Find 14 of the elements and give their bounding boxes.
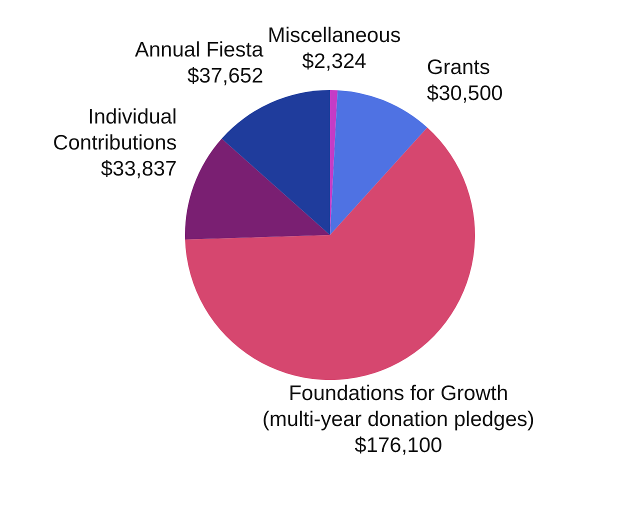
- data-label: $37,652: [187, 64, 264, 88]
- data-label: $176,100: [354, 434, 442, 457]
- data-label: $33,837: [100, 157, 177, 180]
- slice-label: Foundations for Growth (multi-year donation pledges): [262, 382, 534, 431]
- slice-label: Miscellaneous: [268, 24, 401, 48]
- slice-label: Individual Contributions: [53, 105, 177, 154]
- pie-slice: [222, 90, 330, 235]
- pie-slice: [185, 138, 330, 240]
- slice-label: Grants: [426, 56, 490, 79]
- pie-slice: [330, 90, 428, 235]
- pie-slice: [185, 127, 475, 380]
- data-label: $30,500: [426, 82, 503, 105]
- slice-label: Annual Fiesta: [134, 38, 264, 62]
- data-label: $2,324: [302, 50, 367, 74]
